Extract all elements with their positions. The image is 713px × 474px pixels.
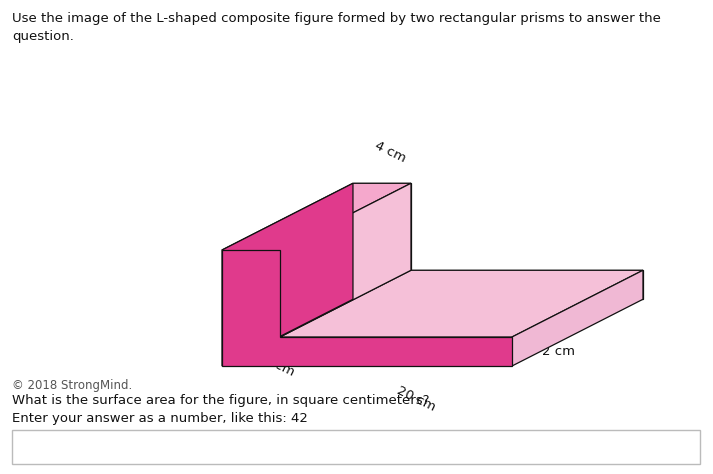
Polygon shape (222, 183, 353, 366)
Text: 4 cm: 4 cm (372, 139, 408, 165)
Text: What is the surface area for the figure, in square centimeters?: What is the surface area for the figure,… (12, 394, 429, 407)
Text: Use the image of the L-shaped composite figure formed by two rectangular prisms : Use the image of the L-shaped composite … (12, 12, 661, 43)
Polygon shape (280, 270, 643, 337)
FancyBboxPatch shape (12, 430, 700, 464)
Polygon shape (411, 270, 643, 299)
Text: © 2018 StrongMind.: © 2018 StrongMind. (12, 379, 132, 392)
Polygon shape (222, 183, 411, 250)
Polygon shape (280, 183, 411, 337)
Text: 2 cm: 2 cm (542, 345, 575, 358)
Polygon shape (512, 270, 643, 366)
Polygon shape (222, 250, 512, 366)
Text: 8 cm: 8 cm (302, 283, 335, 296)
Text: 20 cm: 20 cm (394, 384, 438, 414)
Text: Enter your answer as a number, like this: 42: Enter your answer as a number, like this… (12, 412, 308, 425)
Text: 14 cm: 14 cm (254, 349, 297, 378)
Polygon shape (353, 183, 411, 299)
